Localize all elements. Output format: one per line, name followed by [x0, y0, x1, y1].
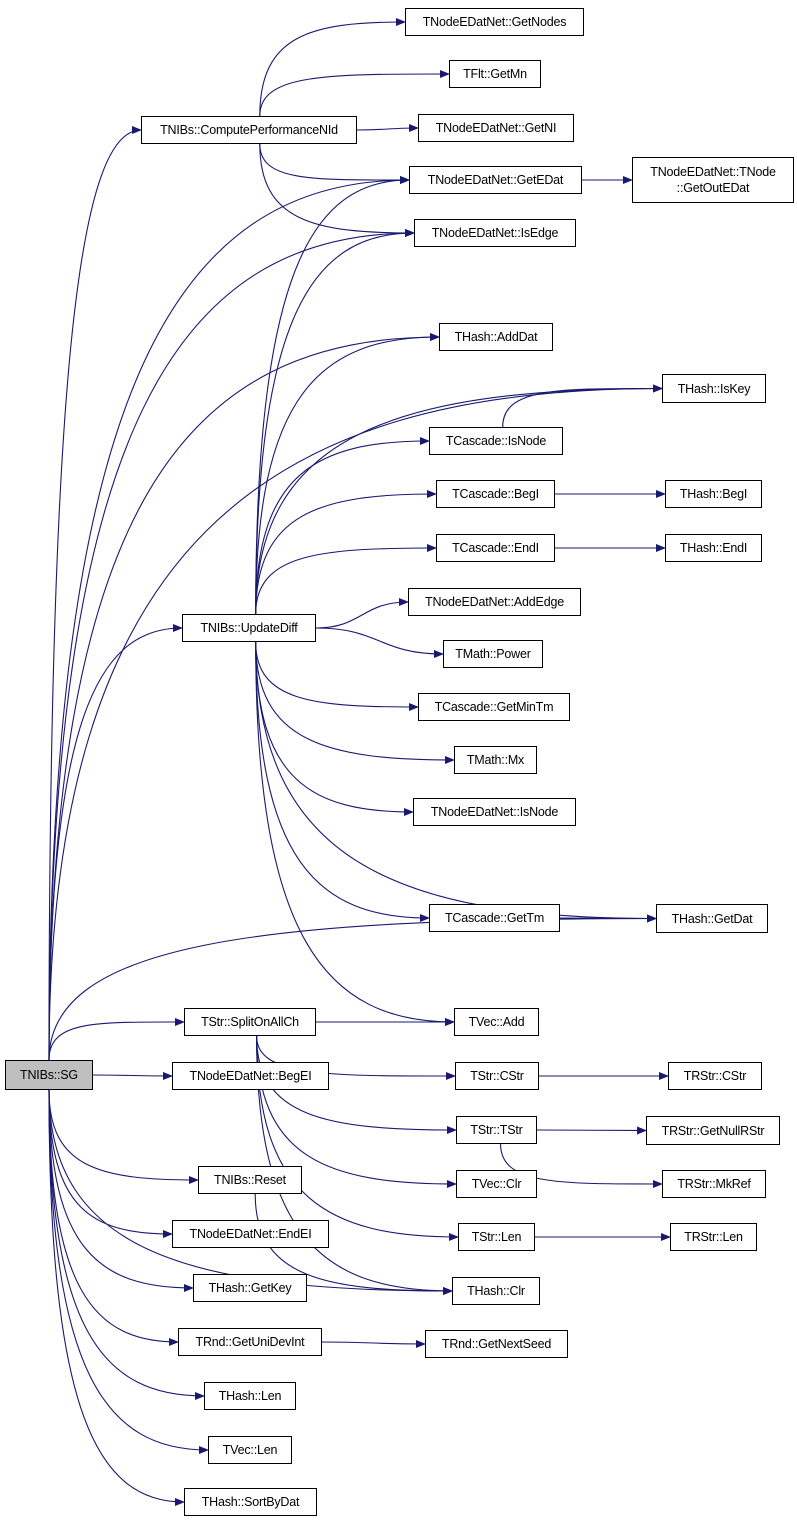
edge-sg-to-isedge — [48, 229, 415, 1061]
graph-node-getoutedat[interactable]: TNodeEDatNet::TNode ::GetOutEDat — [632, 157, 794, 203]
graph-node-isedge[interactable]: TNodeEDatNet::IsEdge — [414, 219, 576, 247]
graph-node-getkey[interactable]: THash::GetKey — [193, 1274, 307, 1302]
graph-node-cendi[interactable]: TCascade::EndI — [436, 534, 555, 562]
edge-sg-to-hclr — [48, 1089, 453, 1295]
edge-updatediff-to-adddat — [255, 333, 440, 615]
graph-node-updatediff[interactable]: TNIBs::UpdateDiff — [182, 614, 316, 642]
graph-node-hendi[interactable]: THash::EndI — [665, 534, 762, 562]
graph-node-iskey[interactable]: THash::IsKey — [662, 374, 766, 403]
edge-sg-to-begei — [92, 1071, 173, 1080]
graph-node-mx[interactable]: TMath::Mx — [454, 746, 537, 774]
graph-node-rcstr[interactable]: TRStr::CStr — [668, 1062, 762, 1090]
edge-sg-to-getkey — [48, 1089, 194, 1292]
graph-node-endei[interactable]: TNodeEDatNet::EndEI — [172, 1220, 329, 1248]
edge-updatediff-to-cendi — [255, 544, 437, 615]
edge-updatediff-to-mx — [255, 641, 455, 764]
edge-sg-to-getdat — [48, 914, 657, 1061]
graph-node-rlen[interactable]: TRStr::Len — [670, 1223, 757, 1251]
graph-node-getnodes[interactable]: TNodeEDatNet::GetNodes — [405, 8, 584, 36]
edge-cpn-to-getnodes — [259, 18, 406, 117]
graph-node-getmintm[interactable]: TCascade::GetMinTm — [418, 693, 570, 721]
graph-node-begei[interactable]: TNodeEDatNet::BegEI — [172, 1062, 329, 1090]
graph-node-adddat[interactable]: THash::AddDat — [439, 323, 553, 351]
edge-updatediff-to-power — [315, 627, 444, 658]
graph-node-gettm[interactable]: TCascade::GetTm — [429, 904, 560, 932]
edge-updatediff-to-cisnode — [255, 437, 430, 615]
graph-node-nullr[interactable]: TRStr::GetNullRStr — [646, 1116, 780, 1145]
edge-updatediff-to-addedge — [315, 598, 409, 629]
graph-node-getdat[interactable]: THash::GetDat — [656, 904, 768, 933]
edge-sg-to-adddat — [48, 333, 440, 1061]
graph-node-mkref[interactable]: TRStr::MkRef — [662, 1170, 766, 1198]
graph-node-addedge[interactable]: TNodeEDatNet::AddEdge — [408, 588, 581, 616]
edge-sg-to-unidev — [48, 1089, 179, 1346]
graph-node-scstr[interactable]: TStr::CStr — [455, 1062, 539, 1090]
edge-sg-to-iskey — [48, 384, 663, 1061]
graph-node-cpn[interactable]: TNIBs::ComputePerformanceNId — [141, 116, 357, 144]
graph-node-split[interactable]: TStr::SplitOnAllCh — [184, 1008, 316, 1036]
graph-node-hclr[interactable]: THash::Clr — [452, 1277, 540, 1305]
graph-node-nextseed[interactable]: TRnd::GetNextSeed — [425, 1330, 568, 1358]
graph-node-getni[interactable]: TNodeEDatNet::GetNI — [418, 114, 574, 142]
graph-node-vlen[interactable]: TVec::Len — [208, 1436, 292, 1464]
edge-cpn-to-getni — [356, 124, 419, 133]
graph-node-vclr[interactable]: TVec::Clr — [456, 1170, 537, 1198]
edge-split-to-slen — [256, 1035, 459, 1241]
edge-sg-to-endei — [48, 1089, 173, 1238]
graph-node-hlen[interactable]: THash::Len — [204, 1382, 296, 1410]
graph-node-slen[interactable]: TStr::Len — [458, 1223, 535, 1251]
edge-updatediff-to-cbegi — [255, 490, 437, 615]
graph-node-sg[interactable]: TNIBs::SG — [5, 1060, 93, 1090]
graph-node-ststr[interactable]: TStr::TStr — [456, 1116, 537, 1144]
edge-updatediff-to-getdat — [255, 641, 657, 923]
edge-updatediff-to-vadd — [255, 641, 455, 1026]
edge-sg-to-cpn — [48, 126, 142, 1061]
edge-split-to-vclr — [256, 1035, 457, 1188]
edge-cpn-to-getmn — [259, 70, 450, 117]
graph-node-cbegi[interactable]: TCascade::BegI — [436, 480, 555, 508]
edge-sg-to-split — [48, 1017, 185, 1061]
graph-node-getmn[interactable]: TFlt::GetMn — [449, 60, 541, 88]
edge-updatediff-to-nisnode — [255, 641, 414, 816]
edge-unidev-to-nextseed — [321, 1339, 426, 1348]
edge-updatediff-to-gettm — [255, 641, 430, 922]
edge-ststr-to-mkref — [500, 1143, 663, 1189]
edge-sg-to-sortbydat — [48, 1089, 185, 1506]
graph-node-vadd[interactable]: TVec::Add — [454, 1008, 539, 1036]
graph-node-cisnode[interactable]: TCascade::IsNode — [429, 427, 563, 455]
edge-sg-to-getedat — [48, 176, 410, 1061]
edge-sg-to-updatediff — [48, 624, 183, 1061]
graph-node-power[interactable]: TMath::Power — [443, 640, 543, 668]
edge-updatediff-to-getmintm — [255, 641, 419, 711]
edge-sg-to-vlen — [48, 1089, 209, 1454]
edge-cpn-to-isedge — [259, 143, 415, 237]
edge-cisnode-to-iskey — [502, 384, 663, 428]
graph-node-sortbydat[interactable]: THash::SortByDat — [184, 1488, 317, 1516]
graph-node-unidev[interactable]: TRnd::GetUniDevInt — [178, 1328, 322, 1356]
edge-sg-to-reset — [48, 1089, 199, 1184]
graph-node-hbegi[interactable]: THash::BegI — [665, 480, 762, 508]
edge-updatediff-to-getedat — [255, 176, 410, 615]
edge-sg-to-hlen — [48, 1089, 205, 1400]
edge-updatediff-to-isedge — [255, 229, 415, 615]
graph-node-nisnode[interactable]: TNodeEDatNet::IsNode — [413, 798, 576, 826]
graph-node-getedat[interactable]: TNodeEDatNet::GetEDat — [409, 166, 582, 194]
edge-gettm-to-getdat — [559, 914, 657, 923]
graph-node-reset[interactable]: TNIBs::Reset — [198, 1166, 302, 1194]
edge-ststr-to-nullr — [536, 1126, 647, 1135]
edge-cpn-to-getedat — [259, 143, 410, 185]
